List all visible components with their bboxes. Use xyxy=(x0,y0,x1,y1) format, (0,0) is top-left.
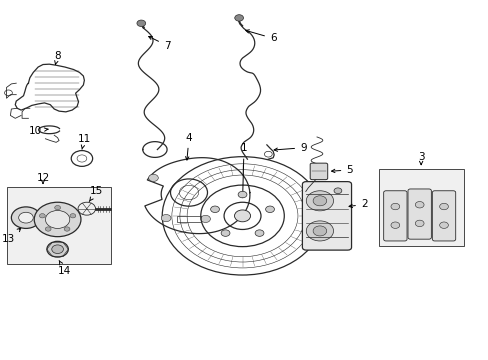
Text: 1: 1 xyxy=(240,143,247,198)
Text: 3: 3 xyxy=(417,152,424,162)
Circle shape xyxy=(333,188,341,194)
Circle shape xyxy=(414,202,423,208)
Circle shape xyxy=(265,206,274,212)
FancyBboxPatch shape xyxy=(302,181,351,250)
Text: 7: 7 xyxy=(148,36,170,50)
Circle shape xyxy=(221,230,229,237)
Circle shape xyxy=(34,202,81,237)
Circle shape xyxy=(305,221,333,241)
Circle shape xyxy=(148,174,158,181)
Text: 6: 6 xyxy=(245,30,276,43)
Circle shape xyxy=(64,227,70,231)
Circle shape xyxy=(312,226,326,236)
Circle shape xyxy=(305,191,333,211)
Circle shape xyxy=(312,196,326,206)
Circle shape xyxy=(52,245,63,253)
Text: 14: 14 xyxy=(58,261,71,276)
Circle shape xyxy=(238,191,246,198)
Bar xyxy=(378,169,463,246)
Bar xyxy=(177,216,201,222)
Circle shape xyxy=(210,206,219,212)
Circle shape xyxy=(234,210,250,222)
Circle shape xyxy=(45,211,70,228)
Circle shape xyxy=(161,215,171,222)
Circle shape xyxy=(19,212,33,223)
FancyBboxPatch shape xyxy=(309,163,327,180)
Text: 2: 2 xyxy=(348,199,367,210)
Text: 13: 13 xyxy=(2,228,20,244)
Text: 10: 10 xyxy=(29,126,48,135)
Circle shape xyxy=(439,222,447,228)
FancyBboxPatch shape xyxy=(431,191,455,241)
Circle shape xyxy=(70,213,76,218)
Circle shape xyxy=(390,222,399,228)
Text: 8: 8 xyxy=(54,51,61,64)
Circle shape xyxy=(255,230,264,237)
Circle shape xyxy=(137,20,145,27)
Bar xyxy=(6,187,111,264)
Circle shape xyxy=(45,227,51,231)
Text: 12: 12 xyxy=(36,173,49,183)
Text: 11: 11 xyxy=(78,134,91,149)
Text: 5: 5 xyxy=(331,165,352,175)
Text: 15: 15 xyxy=(89,186,103,202)
Circle shape xyxy=(200,215,210,222)
Text: 9: 9 xyxy=(274,143,306,153)
Text: 4: 4 xyxy=(185,133,192,160)
FancyBboxPatch shape xyxy=(407,189,430,239)
Circle shape xyxy=(234,15,243,21)
Circle shape xyxy=(439,203,447,210)
Circle shape xyxy=(390,203,399,210)
Circle shape xyxy=(55,206,61,210)
FancyBboxPatch shape xyxy=(383,191,406,241)
Circle shape xyxy=(40,213,45,218)
Circle shape xyxy=(11,207,41,228)
Circle shape xyxy=(47,241,68,257)
Circle shape xyxy=(414,220,423,226)
